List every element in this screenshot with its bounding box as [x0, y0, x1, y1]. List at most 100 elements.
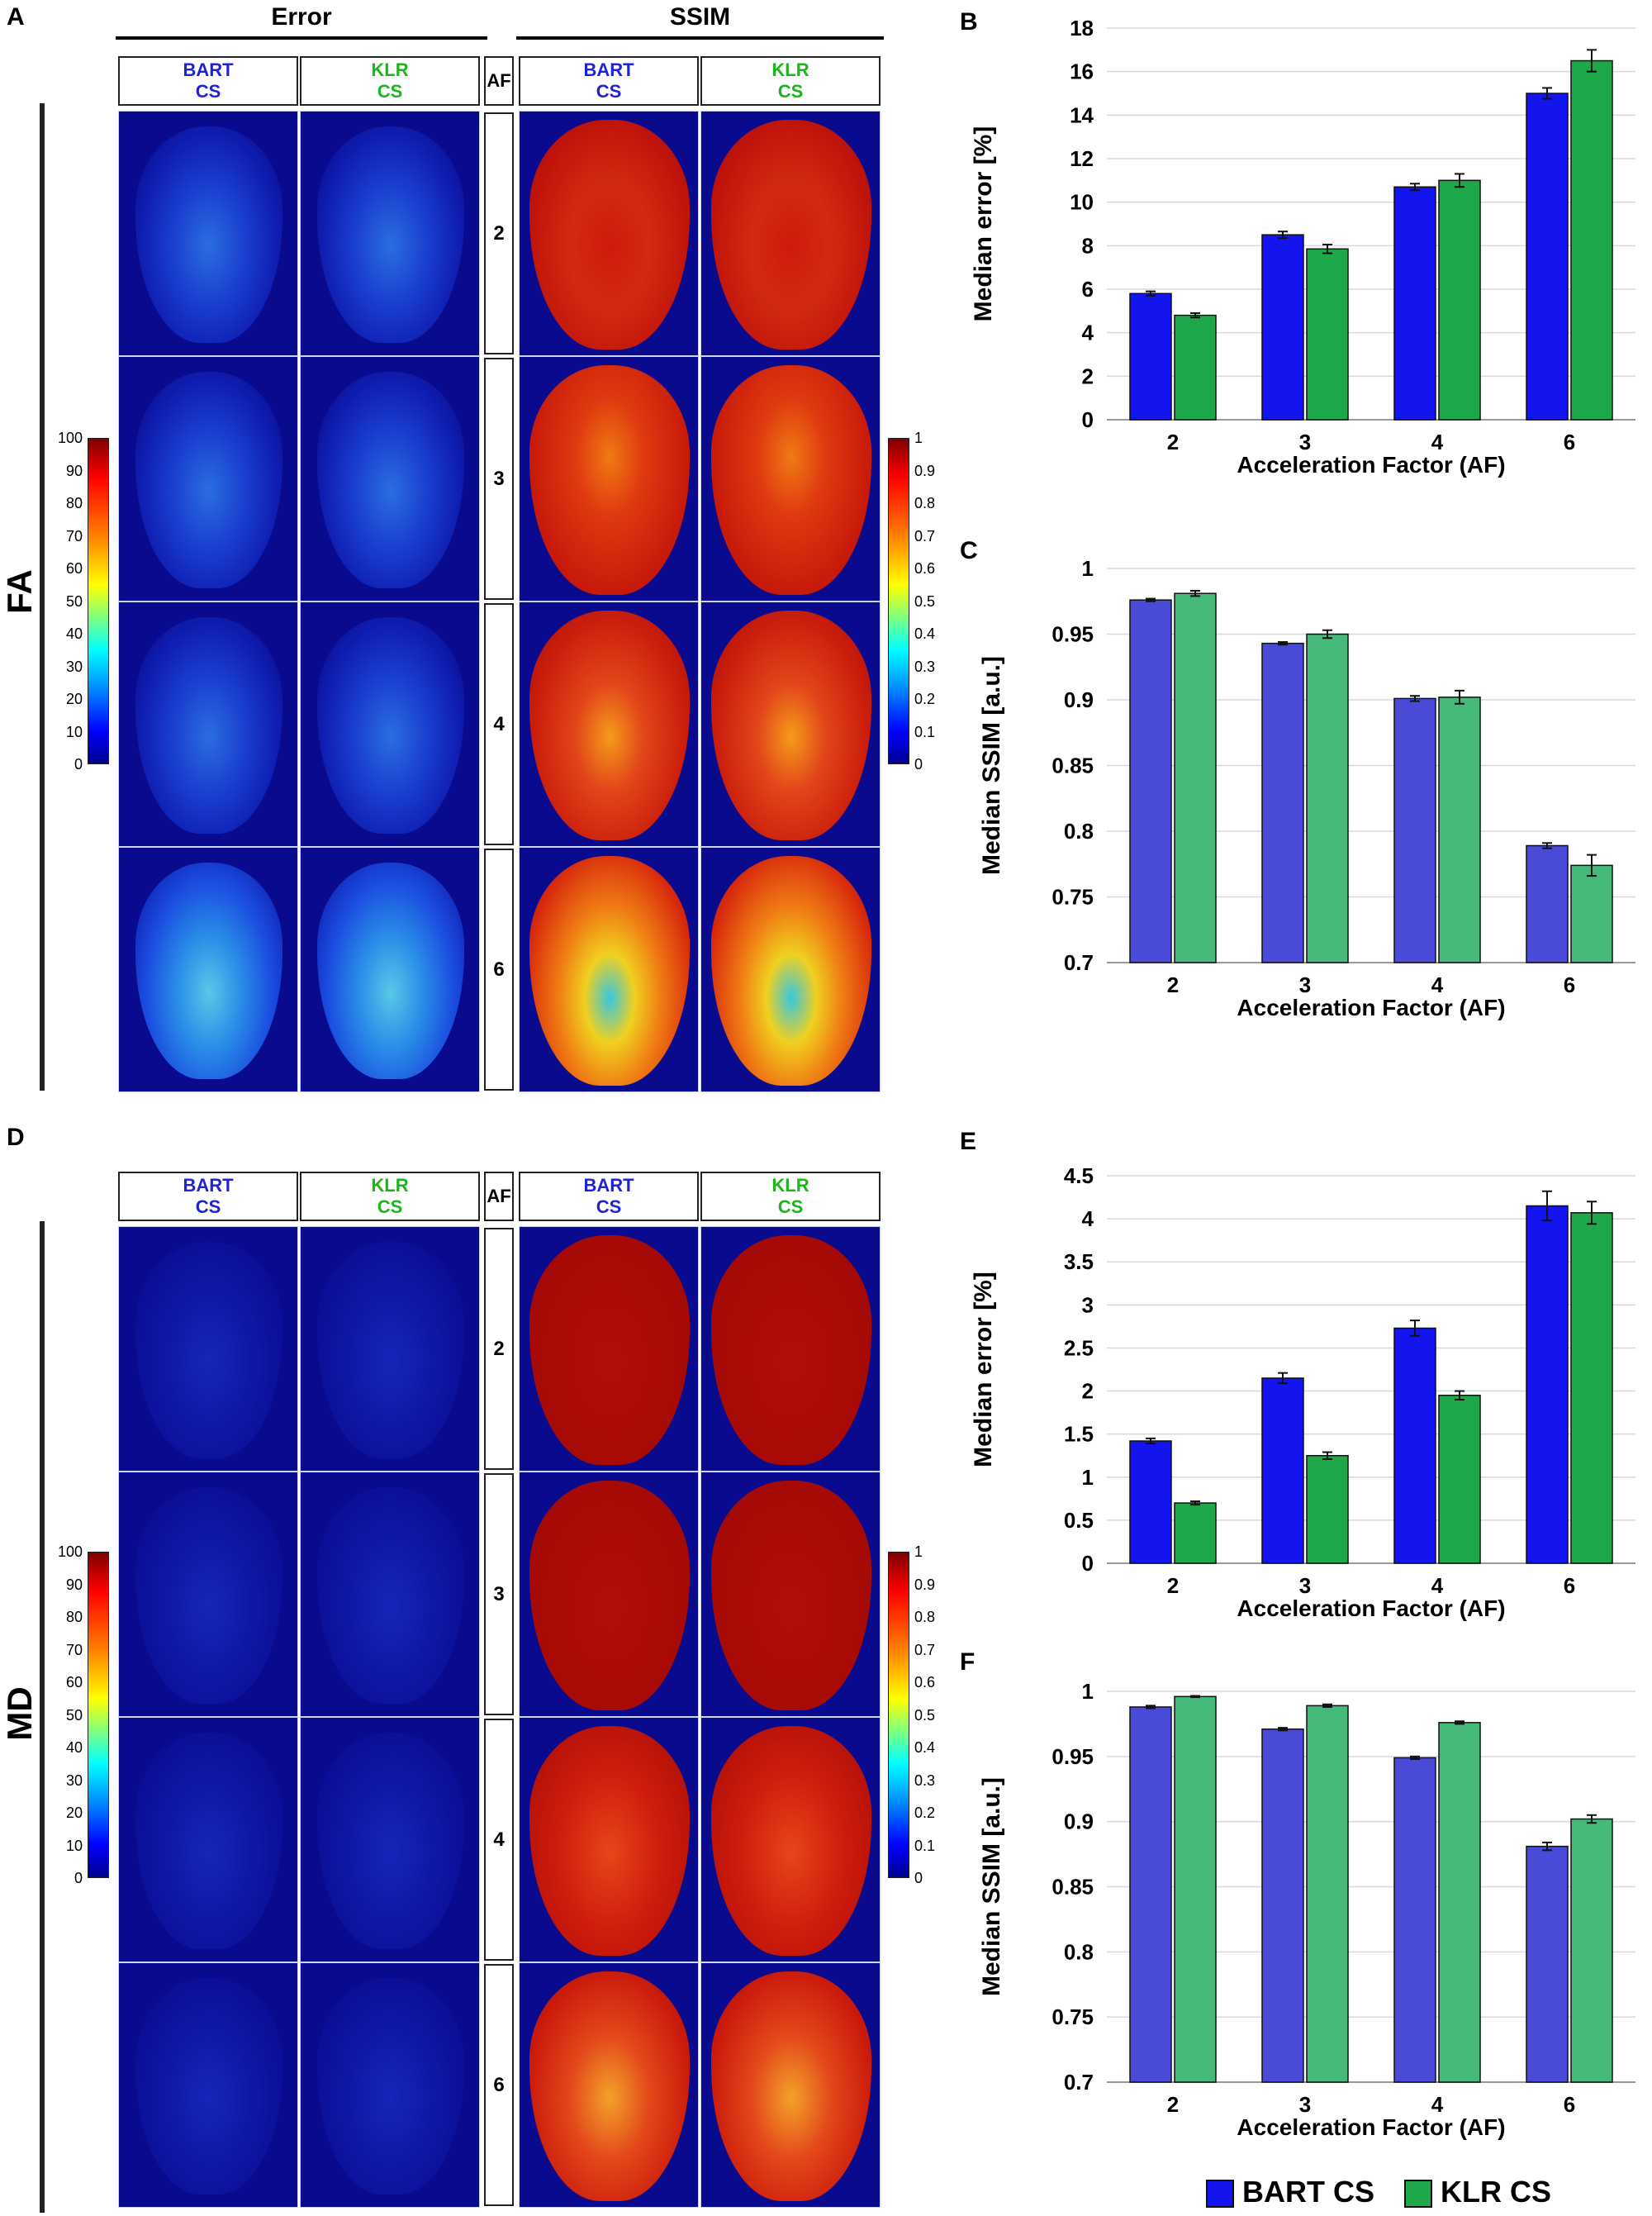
colorbar-tick: 1 — [914, 1543, 923, 1560]
x-axis-title: Acceleration Factor (AF) — [1237, 995, 1505, 1020]
panel-letter: C — [960, 537, 978, 564]
x-tick-label: 4 — [1431, 972, 1444, 997]
klr-bar-af4 — [1438, 1395, 1481, 1564]
ssim-map-bart-af4 — [519, 1717, 699, 1962]
colorbar-tick: 0.8 — [914, 495, 936, 511]
x-tick-label: 3 — [1299, 2092, 1311, 2117]
colorbar-tick: 0.2 — [914, 1805, 936, 1821]
klr-bar-af4 — [1438, 179, 1481, 421]
y-axis-title: Median SSIM [a.u.] — [978, 656, 1005, 875]
colorbar-tick: 30 — [65, 658, 83, 675]
md-ssim-colorbar — [888, 1552, 909, 1878]
y-tick-label: 0.9 — [1064, 1809, 1094, 1834]
md-side-label: MD — [0, 1686, 39, 1741]
x-tick-label: 4 — [1431, 1573, 1444, 1598]
x-tick-label: 3 — [1299, 972, 1311, 997]
brain-image — [135, 617, 282, 834]
colorbar-tick: 90 — [65, 462, 83, 479]
brain-image — [135, 1487, 282, 1704]
colorbar-tick: 40 — [65, 625, 83, 642]
fa-error-colorbar — [88, 438, 109, 764]
error-map-bart-af2 — [118, 1226, 298, 1472]
error-map-bart-af6 — [118, 847, 298, 1092]
method-name: KLR — [371, 59, 409, 80]
method-suffix: CS — [596, 81, 622, 102]
colorbar-tick: 20 — [65, 691, 83, 707]
error-map-bart-af3 — [118, 356, 298, 602]
legend-swatch-bart — [1206, 2180, 1234, 2208]
error-map-bart-af4 — [118, 602, 298, 847]
brain-image — [317, 863, 464, 1079]
error-map-klr-af3 — [300, 356, 480, 602]
y-tick-label: 2 — [1082, 364, 1094, 388]
x-axis-title: Acceleration Factor (AF) — [1237, 452, 1505, 478]
y-tick-label: 3.5 — [1064, 1249, 1094, 1274]
brain-image — [711, 611, 871, 840]
x-tick-label: 6 — [1564, 430, 1575, 454]
brain-image — [529, 611, 690, 840]
af-label-2: 2 — [484, 1228, 514, 1470]
colorbar-tick: 10 — [65, 1837, 83, 1854]
brain-image — [529, 1971, 690, 2201]
klr-bar-af2 — [1174, 314, 1217, 421]
ssim-map-bart-af3 — [519, 1472, 699, 1717]
brain-image — [135, 1242, 282, 1458]
ssim-map-klr-af6 — [700, 1962, 881, 2208]
af-label-4: 4 — [484, 603, 514, 845]
x-tick-label: 2 — [1167, 1573, 1179, 1598]
af-label-4: 4 — [484, 1719, 514, 1961]
y-tick-label: 0.8 — [1064, 1939, 1094, 1964]
x-tick-label: 6 — [1564, 972, 1575, 997]
bart-bar-af4 — [1393, 1757, 1436, 2083]
y-tick-label: 0.9 — [1064, 687, 1094, 712]
af-label-3: 3 — [484, 358, 514, 600]
brain-image — [711, 1481, 871, 1710]
klr-cs-column-header: KLR CS — [700, 1172, 881, 1221]
x-tick-label: 6 — [1564, 2092, 1575, 2117]
md-bracket-line — [40, 1221, 45, 2213]
chart-f-median-ssim-md: F 0.7 0.75 0.8 0.85 0.9 0.95 1 2 3 4 6 Acceleration … — [960, 1648, 1635, 2140]
bart-bar-af3 — [1261, 1728, 1304, 2083]
y-tick-label: 0.75 — [1051, 885, 1094, 910]
ssim-header-rule — [516, 36, 884, 40]
y-tick-label: 12 — [1070, 146, 1094, 171]
x-tick-label: 2 — [1167, 972, 1179, 997]
bart-bar-af3 — [1261, 234, 1304, 421]
bart-cs-column-header: BART CS — [519, 56, 699, 106]
method-suffix: CS — [377, 1196, 403, 1217]
x-tick-label: 2 — [1167, 430, 1179, 454]
y-tick-label: 0.85 — [1051, 1875, 1094, 1900]
bart-bar-af6 — [1526, 1845, 1569, 2083]
y-tick-label: 16 — [1070, 59, 1094, 84]
error-header: Error — [271, 3, 332, 31]
brain-image — [711, 120, 871, 350]
brain-image — [529, 365, 690, 595]
error-map-klr-af6 — [300, 1962, 480, 2208]
klr-bar-af2 — [1174, 1695, 1217, 2083]
bart-bar-af3 — [1261, 1377, 1304, 1564]
ssim-map-bart-af3 — [519, 356, 699, 602]
klr-bar-af4 — [1438, 1722, 1481, 2083]
klr-bar-af3 — [1306, 633, 1349, 963]
ssim-map-bart-af2 — [519, 1226, 699, 1472]
brain-image — [711, 365, 871, 595]
error-map-klr-af4 — [300, 602, 480, 847]
x-axis-title: Acceleration Factor (AF) — [1237, 1595, 1505, 1621]
klr-cs-column-header: KLR CS — [300, 56, 480, 106]
y-tick-label: 0.85 — [1051, 754, 1094, 778]
colorbar-tick: 0.1 — [914, 1837, 936, 1854]
bart-bar-af4 — [1393, 697, 1436, 963]
brain-image — [317, 1978, 464, 2195]
legend-swatch-klr — [1404, 2180, 1432, 2208]
klr-bar-af3 — [1306, 1454, 1349, 1564]
ssim-map-klr-af2 — [700, 111, 881, 356]
af-column-header: AF — [484, 1172, 514, 1221]
y-tick-label: 10 — [1070, 190, 1094, 215]
error-map-klr-af4 — [300, 1717, 480, 1962]
colorbar-tick: 0 — [914, 1870, 923, 1886]
colorbar-tick: 100 — [57, 430, 83, 446]
x-tick-label: 2 — [1167, 2092, 1179, 2117]
y-tick-label: 4 — [1082, 1206, 1094, 1231]
klr-bar-af2 — [1174, 1502, 1217, 1564]
brain-image — [711, 1235, 871, 1465]
